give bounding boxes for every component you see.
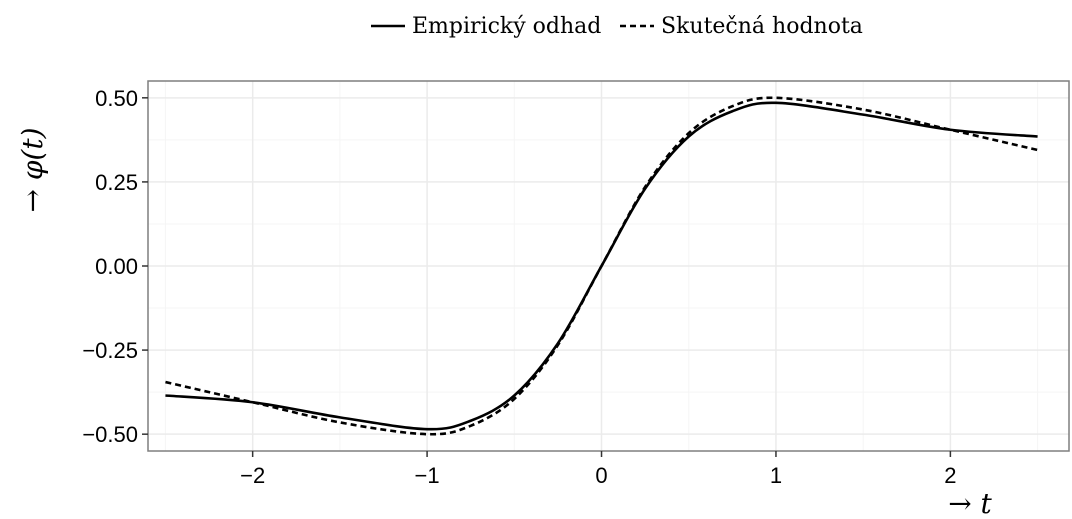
series-line-skutecna-hodnota	[165, 96, 1038, 436]
x-tick-label: −2	[240, 463, 265, 488]
x-tick-label: 0	[595, 463, 607, 488]
legend: Empirický odhad Skutečná hodnota	[371, 14, 863, 39]
y-tick-label: 0.25	[95, 170, 138, 195]
y-axis-title: → φ(t)	[16, 127, 49, 212]
legend-label-empiricky-odhad: Empirický odhad	[412, 14, 601, 39]
legend-label-skutecna-hodnota: Skutečná hodnota	[661, 14, 863, 39]
y-tick-label: −0.50	[82, 422, 138, 447]
x-axis: −2 −1 0 1 2	[240, 451, 957, 488]
y-tick-label: 0.50	[95, 86, 138, 111]
x-tick-label: 1	[770, 463, 782, 488]
x-axis-title: → t	[948, 487, 992, 519]
y-axis: 0.50 0.25 0.00 −0.25 −0.50	[82, 86, 148, 447]
x-tick-label: −1	[415, 463, 440, 488]
y-tick-label: 0.00	[95, 254, 138, 279]
x-tick-label: 2	[944, 463, 956, 488]
plot-panel	[147, 80, 1070, 452]
y-tick-label: −0.25	[82, 338, 138, 363]
